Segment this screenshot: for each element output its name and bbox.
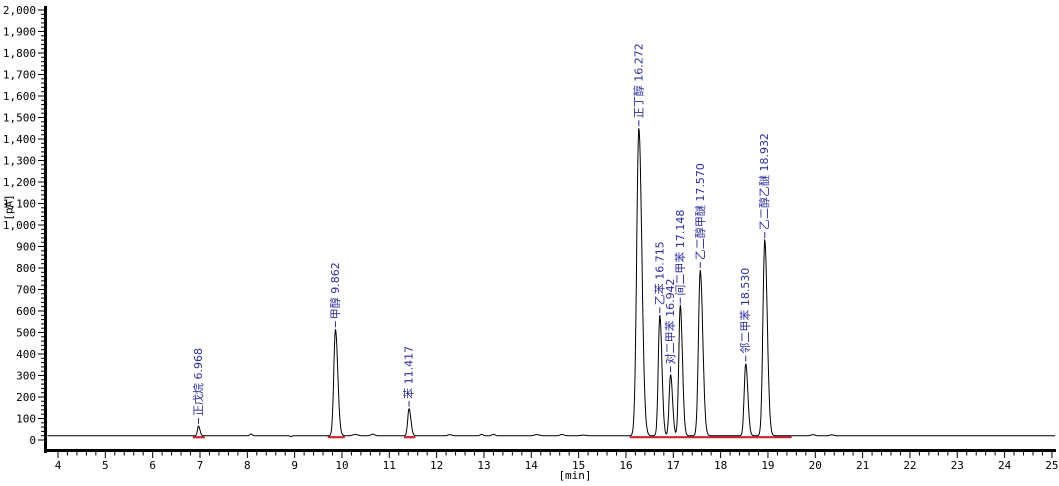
peak-label: 正戊烷 6.968 bbox=[191, 348, 205, 416]
x-tick-label: 4 bbox=[55, 459, 62, 472]
x-tick-label: 23 bbox=[951, 459, 964, 472]
y-tick-label: 0 bbox=[29, 434, 36, 447]
peak-label: 乙二醇甲醚 17.570 bbox=[693, 163, 707, 260]
peak-label: 乙二醇乙醚 18.932 bbox=[757, 133, 771, 230]
x-tick-label: 14 bbox=[525, 459, 539, 472]
y-tick-label: 1,100 bbox=[3, 198, 36, 211]
y-axis-unit-label: [pA] bbox=[2, 194, 16, 221]
y-tick-label: 2,000 bbox=[3, 4, 36, 17]
axes bbox=[44, 6, 1056, 453]
y-tick-label: 1,600 bbox=[3, 90, 36, 103]
x-tick-label: 10 bbox=[335, 459, 348, 472]
y-tick-label: 100 bbox=[16, 413, 36, 426]
y-tick-label: 1,500 bbox=[3, 112, 36, 125]
x-tick-label: 8 bbox=[244, 459, 251, 472]
y-tick-label: 800 bbox=[16, 262, 36, 275]
peak-label: 间二甲苯 17.148 bbox=[673, 210, 687, 296]
y-tick-label: 1,900 bbox=[3, 26, 36, 39]
x-tick-label: 25 bbox=[1045, 459, 1058, 472]
y-tick-label: 600 bbox=[16, 305, 36, 318]
y-tick-label: 1,000 bbox=[3, 219, 36, 232]
peak-label: 乙苯 16.715 bbox=[652, 241, 666, 305]
y-tick-label: 1,700 bbox=[3, 69, 36, 82]
x-tick-label: 21 bbox=[856, 459, 869, 472]
x-axis-ticks: 4 5 6 7 8 9 10 11 12 13 14 15 16 17 18 19 20 21 22 23 24 25 bbox=[55, 452, 1059, 472]
x-tick-label: 18 bbox=[714, 459, 727, 472]
x-tick-label: 17 bbox=[667, 459, 680, 472]
x-tick-label: 15 bbox=[572, 459, 585, 472]
x-tick-label: 11 bbox=[383, 459, 396, 472]
y-tick-label: 700 bbox=[16, 284, 36, 297]
x-tick-label: 5 bbox=[102, 459, 109, 472]
peak-label: 邻二甲苯 18.530 bbox=[738, 268, 752, 354]
x-tick-label: 20 bbox=[809, 459, 822, 472]
x-axis-line bbox=[44, 449, 1056, 452]
peak-label: 甲醇 9.862 bbox=[328, 262, 342, 319]
x-tick-label: 19 bbox=[761, 459, 774, 472]
y-tick-label: 1,800 bbox=[3, 47, 36, 60]
y-tick-label: 500 bbox=[16, 327, 36, 340]
x-tick-label: 24 bbox=[998, 459, 1012, 472]
peak-label: 苯 11.417 bbox=[402, 346, 416, 399]
y-tick-label: 300 bbox=[16, 370, 36, 383]
y-tick-label: 400 bbox=[16, 348, 36, 361]
peak-label: 正丁醇 16.272 bbox=[631, 43, 645, 118]
x-tick-label: 12 bbox=[430, 459, 443, 472]
y-tick-label: 200 bbox=[16, 391, 36, 404]
x-tick-label: 13 bbox=[477, 459, 490, 472]
y-tick-label: 1,400 bbox=[3, 133, 36, 146]
x-tick-label: 7 bbox=[197, 459, 204, 472]
x-tick-label: 16 bbox=[619, 459, 632, 472]
x-tick-label: 6 bbox=[149, 459, 156, 472]
y-tick-label: 1,300 bbox=[3, 155, 36, 168]
y-axis-line bbox=[44, 6, 47, 453]
signal-trace bbox=[47, 128, 1056, 438]
x-axis-unit-label: [min] bbox=[558, 469, 592, 482]
y-tick-label: 900 bbox=[16, 241, 36, 254]
x-tick-label: 9 bbox=[291, 459, 298, 472]
x-tick-label: 22 bbox=[903, 459, 916, 472]
y-tick-label: 1,200 bbox=[3, 176, 36, 189]
y-axis-ticks: 0 100 200 300 400 500 600 700 800 900 1,000 1,100 1,… bbox=[3, 4, 44, 447]
peak-label: 对二甲苯 16.942 bbox=[663, 278, 677, 364]
peak-annotations: 正戊烷 6.968 甲醇 9.862 苯 11.417 正丁醇 16.272 乙苯 16… bbox=[191, 43, 771, 425]
